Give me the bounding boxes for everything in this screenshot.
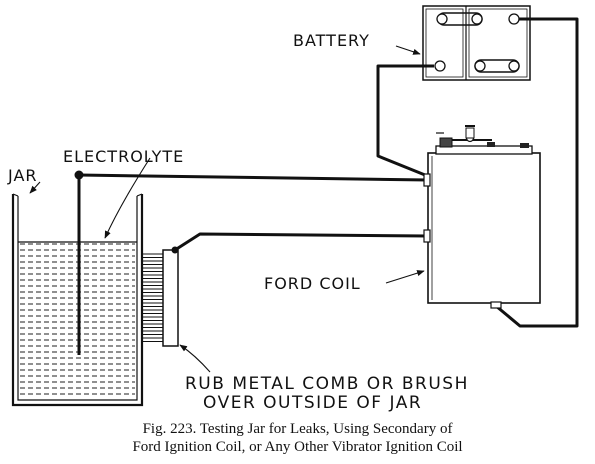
- battery-case: [422, 5, 531, 81]
- ford-coil: [423, 125, 541, 309]
- wire-comb-to-coil: [174, 232, 429, 252]
- label-battery: BATTERY: [293, 31, 370, 50]
- contact-screw: [520, 143, 529, 148]
- label-rub-line1: RUB METAL COMB OR BRUSH: [185, 374, 469, 394]
- electrode: [74, 170, 84, 355]
- comb-back: [162, 249, 179, 347]
- battery-cell-left: [425, 8, 464, 78]
- arrow-battery: [395, 45, 421, 55]
- label-jar: JAR: [7, 166, 38, 185]
- label-ford-coil: FORD COIL: [264, 274, 361, 293]
- vibrator-bridge: [465, 127, 475, 139]
- caption-line-1: Fig. 223. Testing Jar for Leaks, Using S…: [142, 421, 453, 437]
- coil-box: [427, 152, 541, 304]
- wire-battery-to-coil: [376, 64, 434, 179]
- caption-line-2: Ford Ignition Coil, or Any Other Vibrato…: [132, 439, 463, 455]
- battery-post: [471, 13, 483, 25]
- battery-terminal-top: [508, 13, 520, 25]
- wires: [78, 17, 579, 328]
- leader-lines: [29, 45, 425, 373]
- battery-post: [508, 60, 520, 72]
- label-rub-line2: OVER OUTSIDE OF JAR: [203, 393, 422, 413]
- contact-point: [487, 142, 495, 147]
- arrow-jar: [29, 181, 41, 194]
- jar-wall-outer: [11, 194, 144, 407]
- label-electrolyte: ELECTROLYTE: [63, 147, 184, 166]
- electrode-connection: [74, 170, 84, 180]
- coil-terminal-upper: [423, 173, 431, 187]
- battery-post: [436, 13, 448, 25]
- coil-terminal-lower: [423, 229, 431, 243]
- battery-terminal-bottom: [434, 60, 446, 72]
- coil-terminal-bottom: [490, 301, 502, 309]
- arrow-electrolyte: [104, 157, 151, 239]
- jar-wall-inner: [17, 196, 138, 401]
- wire-electrolyte-to-coil: [78, 173, 429, 182]
- battery: [422, 5, 531, 81]
- coil-top-plate: [435, 145, 533, 155]
- battery-cell-right: [468, 8, 528, 78]
- arrow-ford-coil: [385, 270, 425, 284]
- arrow-comb: [179, 344, 211, 373]
- vibrator-post: [439, 137, 453, 148]
- comb-connection: [171, 246, 179, 254]
- wire-battery-return: [495, 17, 579, 328]
- battery-post: [474, 60, 486, 72]
- metal-comb: [143, 246, 179, 347]
- figure-caption: Fig. 223. Testing Jar for Leaks, Using S…: [0, 420, 595, 456]
